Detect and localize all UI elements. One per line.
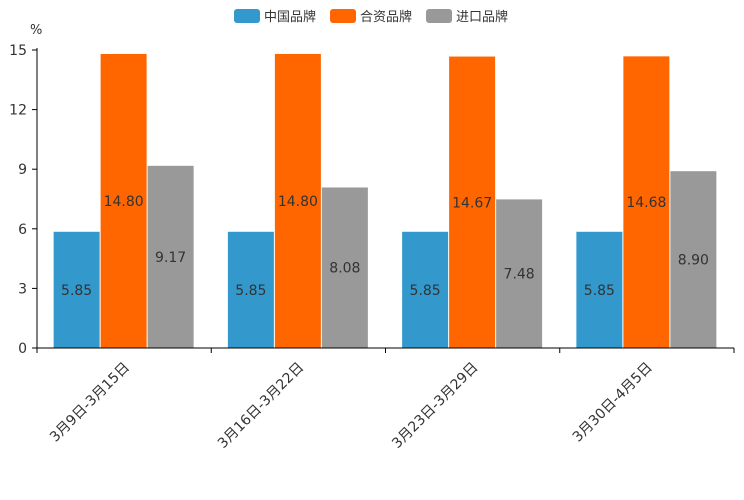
- bars-group: [53, 53, 717, 349]
- bar[interactable]: [402, 231, 449, 348]
- x-tick-label: 3月16日-3月22日: [215, 360, 307, 452]
- legend-label: 进口品牌: [456, 9, 508, 25]
- legend-swatch: [234, 9, 260, 23]
- x-tick-label: 3月9日-3月15日: [47, 360, 133, 446]
- bar-value-label: 14.80: [104, 194, 144, 210]
- y-tick-label: 12: [9, 103, 27, 119]
- bar[interactable]: [449, 56, 496, 348]
- legend-label: 中国品牌: [264, 9, 316, 25]
- legend-item[interactable]: 中国品牌: [234, 9, 316, 25]
- bar-value-label: 5.85: [584, 283, 615, 299]
- y-tick-label: 9: [18, 162, 27, 178]
- bar[interactable]: [227, 231, 274, 348]
- bar[interactable]: [496, 199, 543, 348]
- bar-value-label: 5.85: [410, 283, 441, 299]
- bar-value-label: 14.67: [452, 195, 492, 211]
- bar-value-label: 5.85: [61, 283, 92, 299]
- bar[interactable]: [53, 231, 100, 348]
- x-tick-label: 3月23日-3月29日: [389, 360, 481, 452]
- legend-item[interactable]: 合资品牌: [330, 9, 412, 25]
- y-tick-label: 3: [18, 281, 27, 297]
- bar-value-label: 9.17: [155, 250, 186, 266]
- y-tick-label: 15: [9, 43, 27, 59]
- y-axis-unit-label: %: [30, 23, 42, 38]
- bar[interactable]: [147, 165, 194, 348]
- legend-swatch: [426, 9, 452, 23]
- bar-value-label: 14.68: [626, 195, 666, 211]
- legend-swatch: [330, 9, 356, 23]
- legend: 中国品牌 合资品牌 进口品牌: [234, 9, 508, 25]
- bar[interactable]: [623, 56, 670, 349]
- x-tick-label: 3月30日-4月5日: [570, 360, 656, 446]
- data-labels-group: 5.85 14.80 9.17 5.85 14.80 8.08 5.85 14.67 7.48 5…: [61, 194, 709, 299]
- bar[interactable]: [576, 231, 623, 348]
- legend-item[interactable]: 进口品牌: [426, 9, 508, 25]
- bar-value-label: 14.80: [278, 194, 318, 210]
- legend-label: 合资品牌: [360, 9, 412, 25]
- bar[interactable]: [274, 53, 321, 349]
- bar[interactable]: [670, 171, 717, 348]
- bar[interactable]: [100, 53, 147, 349]
- bar-value-label: 5.85: [235, 283, 266, 299]
- bar[interactable]: [321, 187, 368, 348]
- x-axis: 3月9日-3月15日 3月16日-3月22日 3月23日-3月29日 3月30日-4月…: [36, 347, 735, 452]
- y-axis: 0 3 6 9 12 15: [9, 43, 38, 357]
- y-tick-label: 0: [18, 341, 27, 357]
- bar-value-label: 7.48: [504, 267, 535, 283]
- bar-value-label: 8.08: [329, 261, 360, 277]
- bar-value-label: 8.90: [678, 253, 709, 269]
- y-tick-label: 6: [18, 222, 27, 238]
